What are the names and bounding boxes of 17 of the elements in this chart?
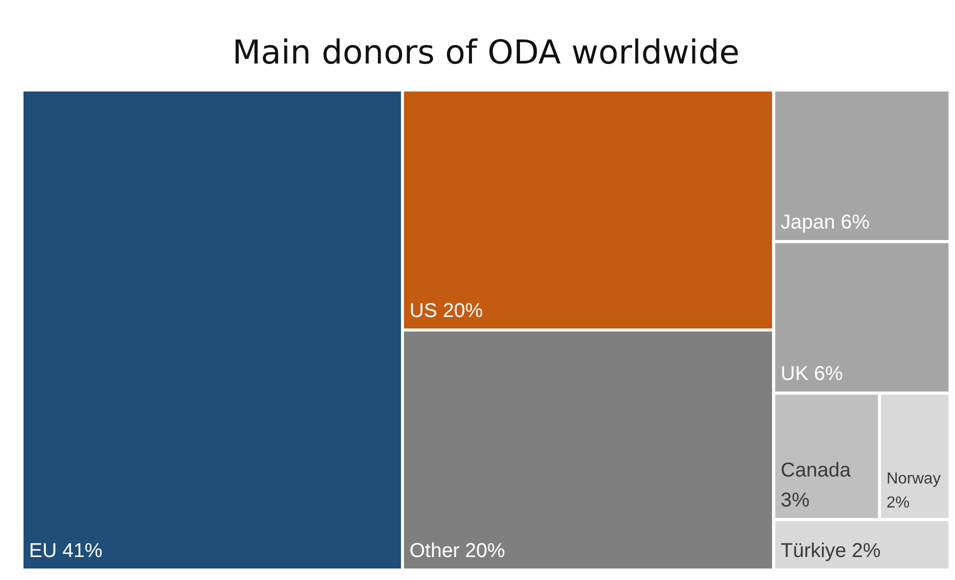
category-label: US: [409, 300, 438, 322]
data-label: 2%: [852, 540, 881, 562]
text: Main donors of ODA worldwide: [232, 32, 740, 72]
category-label: Other: [409, 540, 460, 562]
category-label: Canada: [780, 459, 852, 482]
data-label: 41%: [62, 540, 103, 562]
data-label: 6%: [814, 363, 844, 386]
data-label: 20%: [442, 300, 484, 322]
category-label: Türkiye: [780, 540, 846, 562]
category-label: Japan: [780, 212, 836, 234]
category-label: EU: [29, 540, 57, 562]
data-label: 20%: [465, 540, 506, 562]
data-label: 2%: [886, 494, 910, 512]
category-label: Norway: [886, 470, 941, 488]
data-label: 6%: [840, 212, 870, 234]
category-label: UK: [780, 363, 810, 386]
data-label: 3%: [780, 489, 810, 512]
